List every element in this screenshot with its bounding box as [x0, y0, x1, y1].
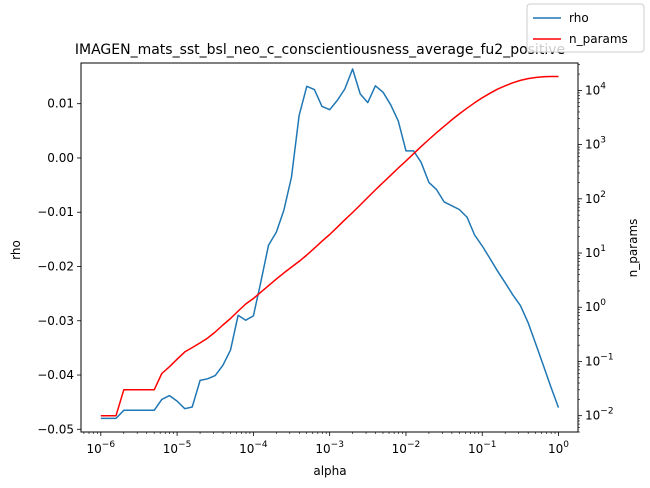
x-axis: 10−6 10−5 10−4 10−3 10−2 10−1 100: [83, 432, 569, 456]
x-tick-label-base: 10: [392, 442, 407, 456]
x-tick-label-base: 10: [163, 442, 178, 456]
legend: rho n_params: [526, 3, 645, 53]
legend-box: [526, 3, 645, 53]
y2-tick-label-base: 10: [585, 354, 600, 368]
y2-tick-label-base: 10: [585, 246, 600, 260]
y2-tick-label: 101: [585, 244, 606, 260]
x-tick-label: 10−6: [87, 440, 116, 456]
y2-tick-label-base: 10: [585, 300, 600, 314]
y2-tick-label-exponent: 3: [600, 136, 606, 146]
y-tick-label: 0.00: [47, 151, 74, 165]
series-line-rho: [100, 68, 560, 420]
x-tick-label-exponent: −4: [254, 440, 268, 450]
x-tick-label: 10−4: [239, 440, 268, 456]
x-tick-label-exponent: −3: [331, 440, 344, 450]
y2-tick-label-exponent: 4: [600, 81, 606, 91]
x-tick-label-exponent: −2: [407, 440, 420, 450]
y2-tick-label-base: 10: [585, 409, 600, 423]
y2-tick-label-exponent: −1: [600, 352, 613, 362]
x-tick-label: 10−1: [468, 440, 497, 456]
y-axis-left: 0.01 0.00 −0.01 −0.02 −0.03 −0.04 −0.05: [37, 97, 81, 436]
x-tick-label: 10−3: [315, 440, 344, 456]
y2-tick-label-base: 10: [585, 83, 600, 97]
x-tick-label-base: 10: [239, 442, 254, 456]
x-tick-label-base: 10: [315, 442, 330, 456]
x-tick-label-exponent: −1: [483, 440, 496, 450]
y2-tick-label: 104: [585, 81, 606, 97]
y2-tick-label-base: 10: [585, 138, 600, 152]
x-axis-label: alpha: [313, 464, 346, 478]
y2-tick-label: 102: [585, 190, 606, 206]
y2-tick-label: 100: [585, 298, 606, 314]
y2-tick-label: 103: [585, 136, 606, 152]
series-line-n-params: [100, 75, 559, 417]
y-tick-label: −0.04: [37, 368, 74, 382]
legend-label-n-params: n_params: [569, 32, 628, 46]
x-tick-label-base: 10: [87, 442, 102, 456]
y2-tick-label-exponent: 0: [600, 298, 606, 308]
x-tick-label-base: 10: [468, 442, 483, 456]
x-tick-label: 10−2: [392, 440, 421, 456]
plot-area: [80, 62, 579, 433]
y-tick-label: −0.03: [37, 314, 74, 328]
x-tick-label-base: 10: [548, 442, 563, 456]
chart-title: IMAGEN_mats_sst_bsl_neo_c_conscientiousn…: [75, 42, 565, 58]
y2-tick-label-exponent: −2: [600, 407, 613, 417]
y2-tick-label: 10−1: [585, 352, 614, 368]
x-tick-label: 100: [548, 440, 569, 456]
y-tick-label: −0.05: [37, 422, 74, 436]
y-tick-label: −0.01: [37, 205, 74, 219]
x-tick-label-exponent: −5: [178, 440, 191, 450]
y-axis-label: rho: [9, 240, 23, 260]
x-tick-label-exponent: 0: [563, 440, 569, 450]
x-tick-label-exponent: −6: [102, 440, 116, 450]
series-lines: [100, 68, 560, 420]
x-tick-label: 10−5: [163, 440, 192, 456]
y2-tick-label-exponent: 1: [600, 244, 606, 254]
y-tick-label: 0.01: [47, 97, 74, 111]
plot-frame: [80, 62, 579, 433]
y2-tick-label: 10−2: [585, 407, 614, 423]
y-tick-label: −0.02: [37, 259, 74, 273]
legend-label-rho: rho: [569, 11, 589, 25]
y2-axis-label: n_params: [626, 219, 640, 278]
y2-tick-label-exponent: 2: [600, 190, 606, 200]
y2-tick-label-base: 10: [585, 192, 600, 206]
